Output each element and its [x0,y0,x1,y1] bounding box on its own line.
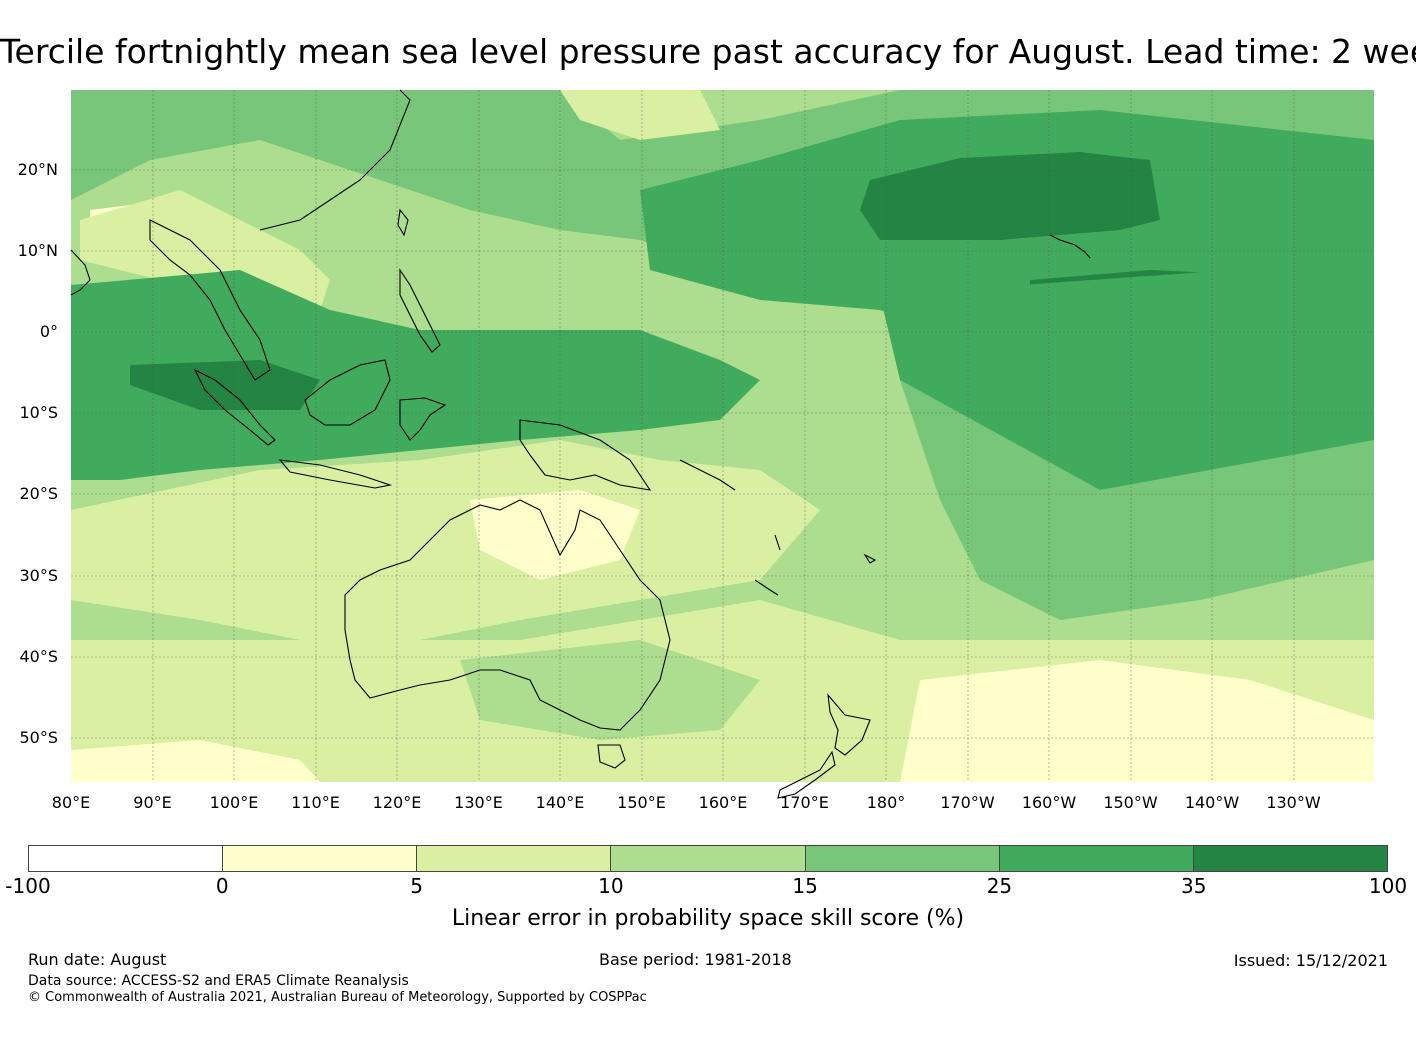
lon-label: 170°E [780,793,829,812]
coastline-taiwan [397,208,409,237]
run-date: Run date: August [28,950,167,969]
skill-region-0-5-south [900,660,1374,782]
lon-label: 140°W [1184,793,1240,812]
skill-region-25-35-equator [71,270,760,480]
lon-label: 100°E [209,793,259,812]
lon-label: 150°E [617,793,666,812]
colorbar-segment [1193,846,1387,871]
coastline-new-caledonia [754,579,779,596]
lat-label: 40°S [19,647,58,666]
skill-region-5-10-australia [71,440,820,640]
lon-label: 160°E [698,793,748,812]
coastline-java [278,459,393,489]
coastline-nz-north [827,693,871,756]
coastline-australia [344,499,671,731]
colorbar-tick-label: 10 [598,874,624,898]
skill-region-10-15-tasman [460,640,760,740]
lat-label: 20°S [19,484,58,503]
coastline-sumatra [193,368,276,446]
skill-field [71,90,1374,782]
map-panel: 20°N 10°N 0° 10°S 20°S 30°S 40°S 50°S 80°E 90°E 1… [0,80,1416,820]
coastline-hawaii [1049,234,1091,259]
colorbar-segment [805,846,1000,871]
lon-label: 170°W [940,793,995,812]
lon-label: 140°E [535,793,585,812]
colorbar-segment [29,846,224,871]
lat-label: 0° [39,322,58,341]
skill-region-0-5-australia [470,490,640,580]
lat-label: 50°S [19,728,58,747]
skill-region-35-100-north-pacific [860,152,1160,240]
coastline-new-guinea [519,419,652,491]
copyright: © Commonwealth of Australia 2021, Austra… [28,990,647,1005]
map-title: Tercile fortnightly mean sea level press… [0,32,1416,71]
colorbar [28,845,1388,872]
coastline-india [70,249,91,296]
lon-label: 90°E [133,793,172,812]
colorbar-tick-label: 15 [792,874,818,898]
coastline-indochina [149,219,271,381]
lon-label: 130°W [1266,793,1321,812]
coastline-fiji [863,553,877,564]
coastline-vanuatu [774,534,781,551]
skill-region-5-10-north [560,90,720,140]
coastline-solomons [679,459,736,491]
lon-label: 120°E [372,793,422,812]
coastline-tasmania [597,744,626,769]
colorbar-segment [223,846,418,871]
colorbar-segment [611,846,806,871]
lon-label: 110°E [291,793,340,812]
coastline-sulawesi [399,397,447,441]
lat-label: 10°N [17,241,58,260]
data-source: Data source: ACCESS-S2 and ERA5 Climate … [28,973,409,989]
lat-label: 20°N [17,160,58,179]
colorbar-tick-label: 35 [1180,874,1207,898]
colorbar-segment [417,846,612,871]
lon-label: 150°W [1103,793,1158,812]
issued-date: Issued: 15/12/2021 [1233,951,1388,970]
base-period: Base period: 1981-2018 [599,950,792,969]
coastline-china [259,89,411,231]
lat-label: 10°S [19,403,58,422]
colorbar-segment [999,846,1194,871]
coastline-nz-south [777,750,836,799]
colorbar-label: Linear error in probability space skill … [451,906,965,931]
coastline-philippines [399,268,441,353]
colorbar-tick-label: 100 [1368,874,1408,898]
skill-region-35-100-sumatra [130,360,320,410]
graticule [71,90,1374,782]
colorbar-tick-label: -100 [5,874,51,898]
colorbar-tick-label: 0 [215,874,229,898]
colorbar-tick-label: 5 [410,874,423,898]
colorbar-tick-label: 25 [986,874,1013,898]
skill-region-15-25-south-pacific [900,380,1374,620]
skill-region-0-5-far-south-west [71,740,320,782]
coastline-borneo [304,359,391,426]
coastlines [70,89,1091,799]
lon-label: 130°E [454,793,503,812]
lon-label: 180° [866,793,906,812]
lon-label: 160°W [1021,793,1077,812]
lon-label: 80°E [51,793,91,812]
lat-label: 30°S [19,566,58,585]
skill-region-25-35-east-pacific [880,260,1374,490]
skill-map [70,89,1374,799]
